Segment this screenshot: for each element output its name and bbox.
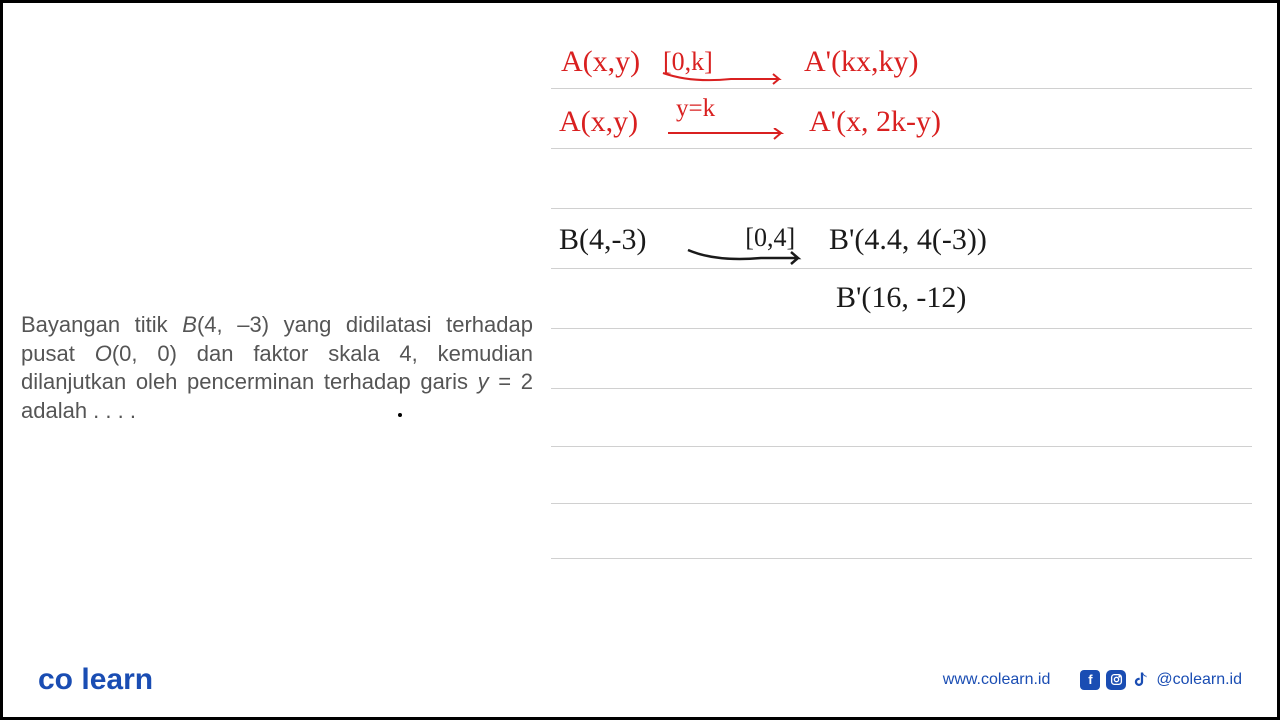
website-url: www.colearn.id: [943, 671, 1051, 689]
formula1-right: A'(kx,ky): [804, 45, 919, 79]
brand-logo: co learn: [38, 663, 153, 697]
problem-line2-b: O: [95, 341, 112, 366]
problem-line1-c: (4, –3) yang didilatasi terhadap: [197, 312, 533, 337]
problem-line2-c: (0, 0) dan faktor skala 4, kemudian: [112, 341, 533, 366]
ruled-line: [551, 503, 1252, 504]
problem-line2-a: pusat: [21, 341, 95, 366]
problem-line1-a: Bayangan titik: [21, 312, 182, 337]
ruled-line: [551, 208, 1252, 209]
problem-line3-b: y: [478, 369, 489, 394]
tiktok-icon: [1132, 671, 1150, 689]
instagram-icon: [1106, 670, 1126, 690]
step2: B'(16, -12): [836, 281, 966, 315]
cursor-dot: [398, 413, 402, 417]
ruled-line: [551, 388, 1252, 389]
ruled-line: [551, 148, 1252, 149]
problem-line4: adalah . . . .: [21, 398, 136, 423]
logo-part1: co: [38, 663, 73, 696]
problem-line3-c: = 2: [489, 369, 533, 394]
formula2-right: A'(x, 2k-y): [809, 105, 941, 139]
formula2-over: y=k: [676, 95, 715, 123]
social-links: f @colearn.id: [1080, 670, 1242, 690]
content-area: Bayangan titik B(4, –3) yang didilatasi …: [3, 3, 1277, 657]
step1-left: B(4,-3): [559, 223, 646, 257]
arrow3-black: [686, 248, 806, 270]
ruled-line: [551, 328, 1252, 329]
ruled-line: [551, 558, 1252, 559]
ruled-line: [551, 446, 1252, 447]
footer-right: www.colearn.id f @colearn.id: [943, 670, 1242, 690]
ruled-line: [551, 88, 1252, 89]
ruled-line: [551, 268, 1252, 269]
formula2-left: A(x,y): [559, 105, 638, 139]
formula1-left: A(x,y): [561, 45, 640, 79]
facebook-icon: f: [1080, 670, 1100, 690]
logo-part2: learn: [81, 663, 153, 696]
social-handle: @colearn.id: [1156, 671, 1242, 689]
footer: co learn www.colearn.id f @colearn.id: [3, 657, 1277, 717]
step1-right: B'(4.4, 4(-3)): [829, 223, 987, 257]
problem-line1-b: B: [182, 312, 197, 337]
work-area: A(x,y) [0,k] A'(kx,ky) A(x,y) y=k A'(x, …: [551, 33, 1252, 657]
arrow2-red: [666, 128, 796, 148]
arrow1-red: [661, 71, 791, 91]
problem-line3-a: dilanjutkan oleh pencerminan terhadap ga…: [21, 369, 478, 394]
problem-statement: Bayangan titik B(4, –3) yang didilatasi …: [21, 311, 533, 425]
